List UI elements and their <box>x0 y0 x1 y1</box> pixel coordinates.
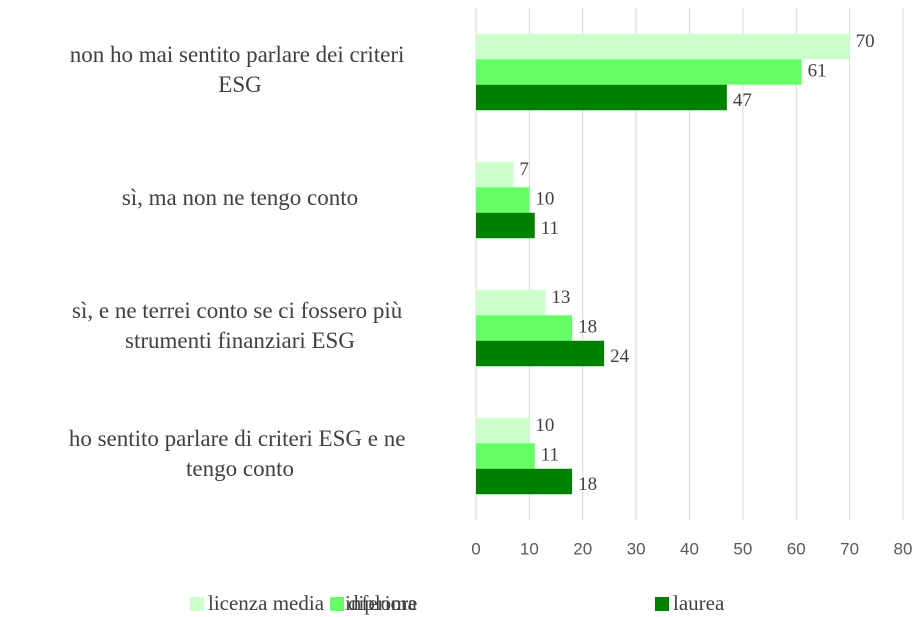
category-label: ho sentito parlare di criteri ESG e ne t… <box>69 426 411 481</box>
legend-label: diploma <box>348 591 418 615</box>
category-label: non ho mai sentito parlare dei criteri E… <box>70 42 410 97</box>
bar <box>476 212 535 239</box>
category-label: sì, e ne terrei conto se ci fossero più … <box>72 298 408 353</box>
bar <box>476 289 546 316</box>
x-tick-label: 70 <box>840 539 859 558</box>
value-label: 10 <box>535 188 554 209</box>
value-label: 61 <box>808 60 827 81</box>
legend-label: laurea <box>673 591 725 615</box>
bar <box>476 59 802 85</box>
value-label: 70 <box>856 31 875 52</box>
value-label: 47 <box>733 90 752 111</box>
legend-swatch <box>655 597 669 611</box>
bar <box>476 84 727 111</box>
x-tick-label: 60 <box>787 539 806 558</box>
x-tick-label: 30 <box>627 539 646 558</box>
value-label: 18 <box>578 316 597 337</box>
legend-label: licenza media o inferiore <box>208 591 417 615</box>
x-tick-label: 20 <box>573 539 592 558</box>
x-tick-label: 40 <box>680 539 699 558</box>
bar <box>476 315 573 341</box>
value-label: 13 <box>551 287 570 308</box>
legend-swatch <box>190 597 204 611</box>
value-label: 10 <box>535 415 554 436</box>
category-label: sì, ma non ne tengo conto <box>122 185 358 210</box>
x-tick-label: 10 <box>520 539 539 558</box>
bar <box>476 33 850 60</box>
x-tick-label: 80 <box>894 539 913 558</box>
value-label: 18 <box>578 474 597 495</box>
value-label: 7 <box>519 159 529 180</box>
bar <box>476 340 605 367</box>
x-tick-label: 50 <box>733 539 752 558</box>
bar <box>476 468 573 495</box>
bar <box>476 443 535 469</box>
bar <box>476 417 530 444</box>
value-label: 11 <box>541 218 559 239</box>
legend-swatch <box>330 597 344 611</box>
x-tick-label: 0 <box>471 539 480 558</box>
value-label: 24 <box>610 346 630 367</box>
value-label: 11 <box>541 444 559 465</box>
bar <box>476 161 514 188</box>
bar <box>476 187 530 213</box>
